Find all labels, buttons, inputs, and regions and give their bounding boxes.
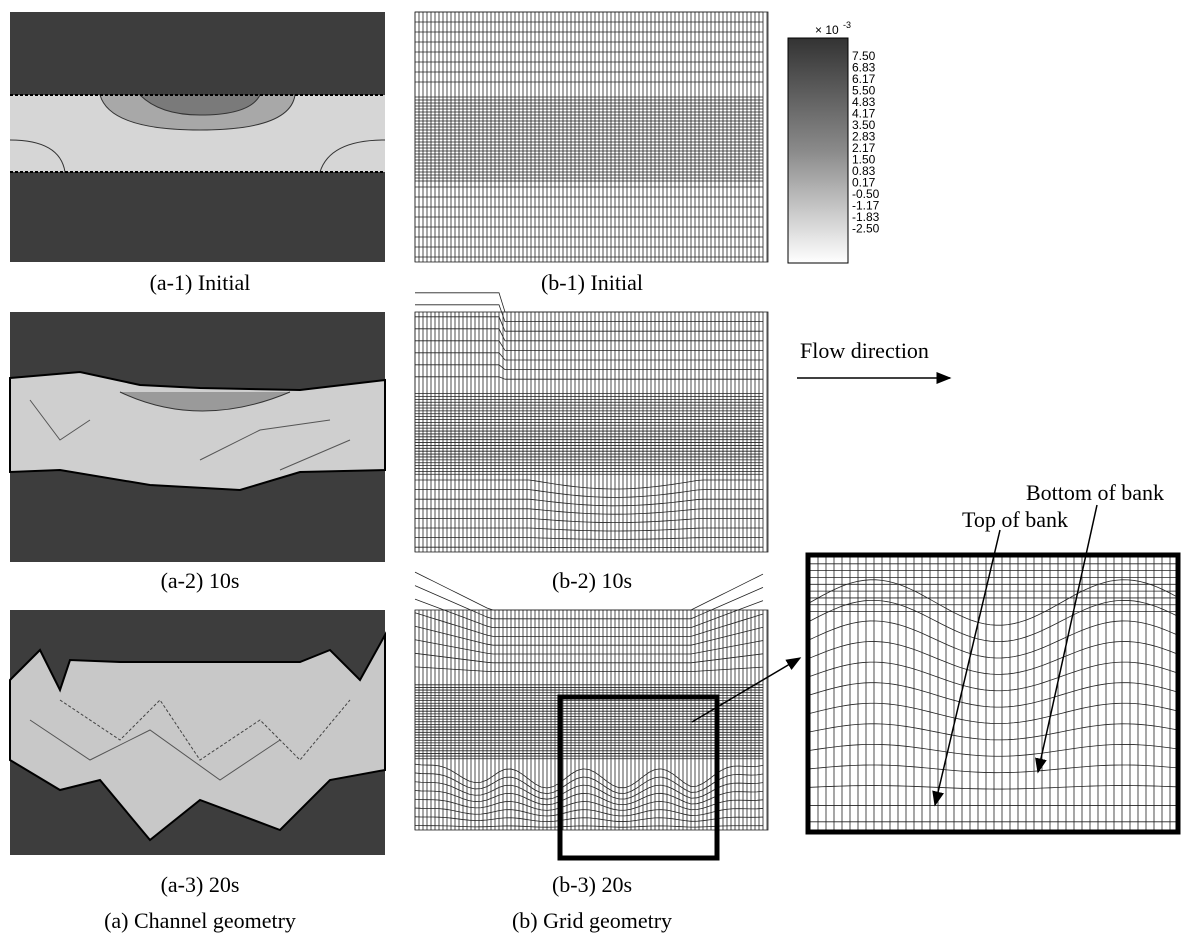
- annotation: Top of bank: [962, 507, 1068, 532]
- grid-line: [415, 293, 763, 312]
- caption: (a-2) 10s: [161, 568, 240, 593]
- grid-line: [810, 621, 1176, 658]
- caption: (a) Channel geometry: [104, 908, 296, 933]
- caption: (b-2) 10s: [552, 568, 632, 593]
- grid-panel: [810, 557, 1176, 830]
- grid-panel: [415, 12, 768, 262]
- caption: (b) Grid geometry: [512, 908, 672, 933]
- grid-line: [810, 744, 1176, 756]
- colorbar: [788, 38, 848, 263]
- inset-box: [808, 555, 1178, 832]
- annotation: Bottom of bank: [1026, 480, 1164, 505]
- grid-line: [810, 724, 1176, 740]
- grid-line: [810, 786, 1176, 789]
- channel-panel: [10, 12, 385, 262]
- grid-line: [810, 703, 1176, 723]
- pointer-arrow: [1038, 505, 1097, 772]
- annotation: Flow direction: [800, 338, 929, 363]
- grid-line: [810, 765, 1176, 773]
- colorbar-exponent: -3: [843, 20, 851, 30]
- channel-panel: [10, 610, 385, 855]
- pointer-arrow: [935, 530, 1000, 805]
- grid-line: [810, 662, 1176, 691]
- caption: (a-1) Initial: [150, 270, 251, 295]
- caption: (b-1) Initial: [541, 270, 643, 295]
- figure: × 10 -3 7.506.836.175.504.834.173.502.83…: [0, 0, 1184, 939]
- grid-panel: [415, 293, 768, 552]
- colorbar-multiplier: × 10: [815, 23, 839, 37]
- colorbar-label: -2.50: [852, 222, 880, 236]
- grid-line: [810, 580, 1176, 625]
- caption: (a-3) 20s: [161, 872, 240, 897]
- caption: (b-3) 20s: [552, 872, 632, 897]
- channel-panel: [10, 312, 385, 562]
